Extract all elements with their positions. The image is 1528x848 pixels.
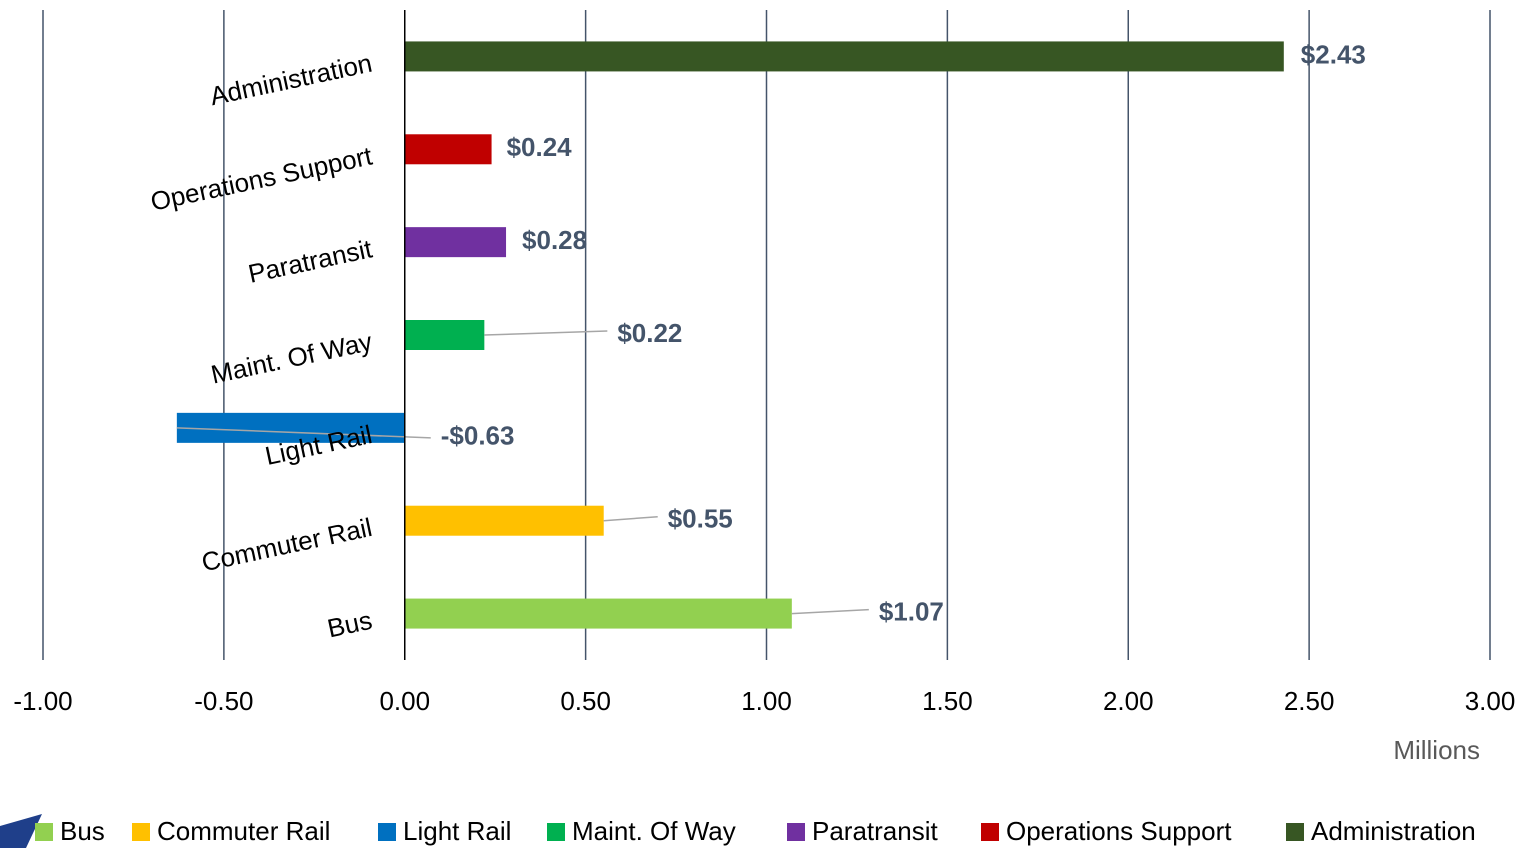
leader-line [791,608,869,615]
bar [404,505,604,536]
value-label: $1.07 [879,596,944,626]
value-label: $0.28 [522,225,587,255]
legend-label: Commuter Rail [157,816,330,846]
bar [404,227,507,258]
legend-label: Bus [60,816,105,846]
legend-label: Paratransit [812,816,938,846]
decoration [0,814,42,848]
bar [404,320,485,350]
leader-line [603,515,658,522]
legend-label: Operations Support [1006,816,1232,846]
leader-line [484,330,608,336]
y-tick-label: Paratransit [245,233,375,289]
legend-label: Administration [1311,816,1476,846]
value-label: -$0.63 [441,421,515,451]
value-label: $0.22 [617,318,682,348]
x-tick-label: 2.00 [1103,686,1154,716]
x-tick-label: -1.00 [13,686,72,716]
bar [404,134,492,165]
y-tick-label: Administration [207,48,374,112]
x-tick-label: -0.50 [194,686,253,716]
leader-line [176,427,431,439]
bar [176,412,405,443]
x-tick-label: 1.00 [741,686,792,716]
y-tick-label: Maint. Of Way [208,326,374,389]
legend-label: Light Rail [403,816,511,846]
x-tick-label: 3.00 [1465,686,1516,716]
bar [404,41,1284,72]
x-axis-label: Millions [1393,735,1480,765]
legend-swatch [378,823,396,841]
x-tick-label: 0.00 [379,686,430,716]
x-tick-label: 1.50 [922,686,973,716]
x-tick-label: 0.50 [560,686,611,716]
legend-swatch [35,823,53,841]
y-tick-label: Operations Support [148,140,376,216]
value-label: $2.43 [1301,39,1366,69]
legend-swatch [547,823,565,841]
bar [404,598,792,629]
legend-swatch [787,823,805,841]
value-label: $0.55 [668,504,733,534]
legend-swatch [981,823,999,841]
legend-swatch [1286,823,1304,841]
legend-swatch [132,823,150,841]
legend-label: Maint. Of Way [572,816,736,846]
x-tick-label: 2.50 [1284,686,1335,716]
y-tick-label: Commuter Rail [199,512,375,577]
y-tick-label: Bus [325,605,375,644]
value-label: $0.24 [507,132,573,162]
